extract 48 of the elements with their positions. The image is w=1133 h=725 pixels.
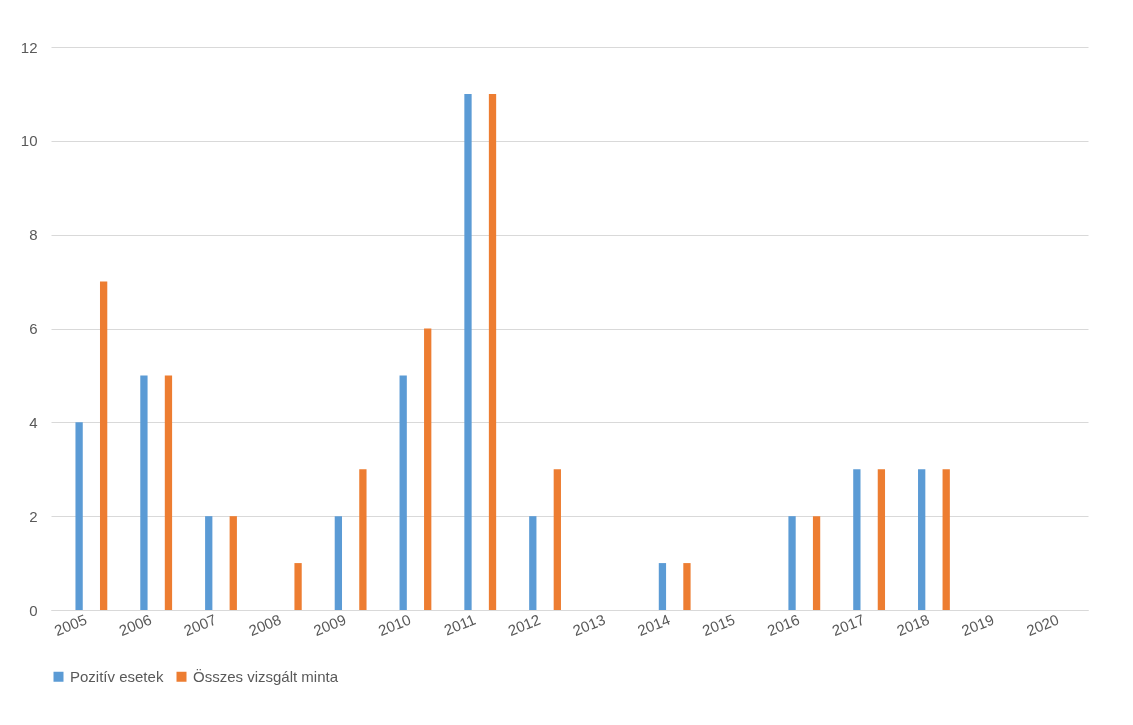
x-tick-label: 2010 <box>375 610 414 639</box>
bar <box>359 469 367 610</box>
bar <box>334 516 343 610</box>
legend-label: Pozitív esetek <box>70 667 164 685</box>
bar <box>164 375 173 610</box>
bar <box>853 469 861 610</box>
y-tick-label: 12 <box>20 38 38 56</box>
bar <box>529 516 537 610</box>
x-tick-label: 2014 <box>635 610 673 639</box>
x-tick-label: 2012 <box>505 610 543 639</box>
x-tick-label: 2011 <box>441 610 478 639</box>
y-tick-label: 0 <box>29 601 38 619</box>
bar <box>553 469 561 610</box>
x-tick-label: 2013 <box>570 610 608 639</box>
bar <box>683 563 691 610</box>
bar <box>99 281 108 610</box>
x-tick-label: 2017 <box>829 610 867 639</box>
bar <box>942 469 950 610</box>
x-tick-label: 2018 <box>894 610 932 639</box>
x-tick-label: 2007 <box>181 610 219 639</box>
x-tick-label: 2019 <box>959 610 997 639</box>
bar <box>658 563 667 610</box>
bar <box>488 93 497 610</box>
y-tick-label: 10 <box>20 132 38 150</box>
y-tick-label: 2 <box>29 507 38 525</box>
bar <box>229 516 237 610</box>
x-tick-label: 2020 <box>1023 610 1062 639</box>
bar <box>399 375 407 610</box>
x-tick-label: 2015 <box>699 610 738 639</box>
x-tick-label: 2005 <box>51 610 90 639</box>
bar <box>464 93 472 610</box>
bar <box>294 563 302 610</box>
bar <box>918 469 926 610</box>
legend-label: Összes vizsgált minta <box>193 667 339 685</box>
bar <box>812 516 821 610</box>
x-tick-label: 2016 <box>764 610 802 639</box>
x-tick-label: 2008 <box>246 610 284 639</box>
bar <box>140 375 148 610</box>
bar <box>205 516 213 610</box>
bar <box>788 516 796 610</box>
bar <box>877 469 886 610</box>
y-tick-label: 8 <box>29 226 38 244</box>
bar <box>75 422 83 610</box>
bar <box>424 328 432 610</box>
x-tick-label: 2009 <box>310 610 349 639</box>
y-tick-label: 4 <box>29 413 38 431</box>
y-tick-label: 6 <box>29 320 38 337</box>
x-tick-label: 2006 <box>116 610 154 639</box>
